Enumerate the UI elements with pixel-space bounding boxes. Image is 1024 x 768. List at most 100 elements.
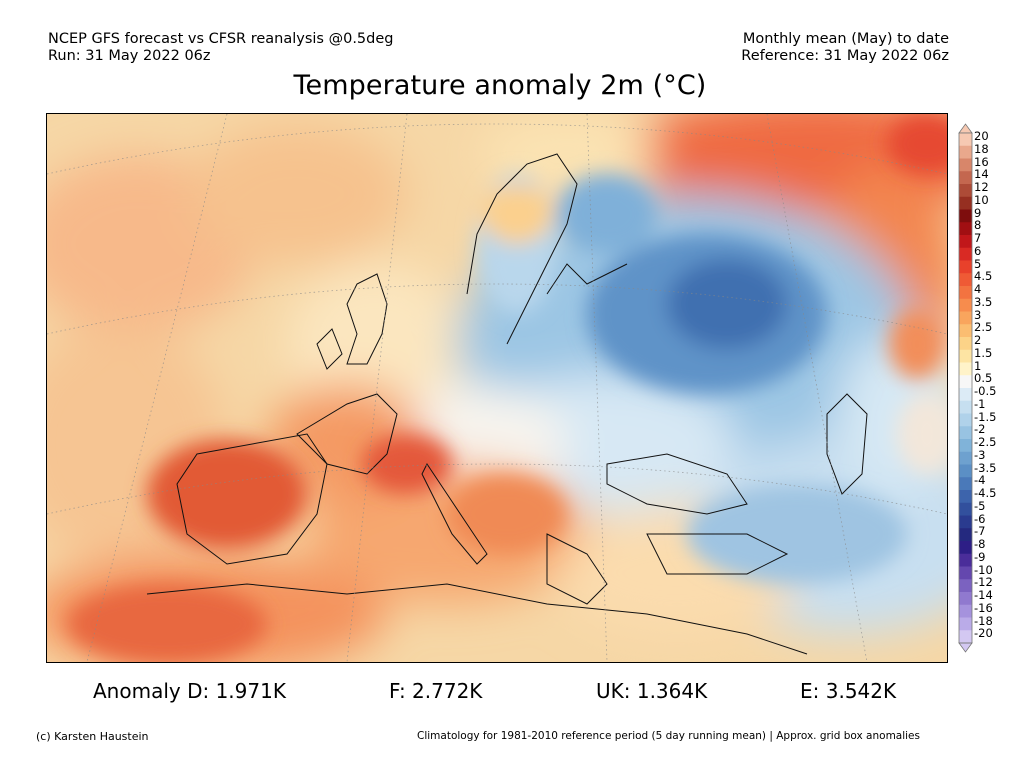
map-title: Temperature anomaly 2m (°C) bbox=[293, 70, 707, 101]
coast-france bbox=[296, 393, 398, 475]
graticule bbox=[47, 114, 947, 662]
color-scale-label: -4.5 bbox=[974, 486, 997, 500]
color-scale-label: -0.5 bbox=[974, 384, 997, 398]
color-scale-label: 3 bbox=[974, 307, 982, 322]
color-scale-swatch bbox=[959, 196, 972, 210]
stat-france: F: 2.772K bbox=[389, 679, 483, 703]
color-scale-swatch bbox=[959, 171, 972, 185]
coast-great-britain bbox=[346, 273, 388, 365]
color-scale-swatch bbox=[959, 235, 972, 249]
color-scale-label: 0.5 bbox=[974, 371, 993, 386]
run-info: NCEP GFS forecast vs CFSR reanalysis @0.… bbox=[48, 31, 393, 65]
reference-time: Reference: 31 May 2022 06z bbox=[741, 48, 949, 64]
color-scale-swatch bbox=[959, 566, 972, 580]
color-scale-swatch bbox=[959, 439, 972, 453]
color-scale-label: -14 bbox=[974, 588, 993, 602]
coast-turkey bbox=[646, 533, 789, 575]
stat-uk: UK: 1.364K bbox=[596, 679, 708, 703]
color-scale-swatch bbox=[959, 477, 972, 491]
stat-spain: E: 3.542K bbox=[800, 679, 897, 703]
color-scale-label: -16 bbox=[974, 600, 993, 615]
color-scale-label: -7 bbox=[974, 524, 986, 539]
color-scale-label: 1 bbox=[974, 358, 982, 373]
color-scale-swatch bbox=[959, 209, 972, 223]
climatology-note: Climatology for 1981-2010 reference peri… bbox=[417, 730, 920, 742]
color-scale-swatch bbox=[959, 222, 972, 236]
color-scale-label: 2.5 bbox=[974, 320, 993, 335]
color-scale-label: 2 bbox=[974, 333, 982, 347]
coast-black-sea bbox=[606, 453, 748, 515]
color-scale-swatch bbox=[959, 133, 972, 147]
color-scale-swatch bbox=[959, 426, 972, 440]
color-scale-label: 16 bbox=[974, 154, 989, 169]
color-scale-label: 6 bbox=[974, 243, 982, 258]
color-scale-swatch bbox=[959, 553, 972, 567]
color-scale-swatch bbox=[959, 286, 972, 300]
color-scale-swatch bbox=[959, 145, 972, 159]
color-scale-label: -18 bbox=[974, 613, 993, 628]
color-scale-swatch bbox=[959, 311, 972, 325]
anomaly-map bbox=[46, 113, 948, 663]
color-scale-min-arrow bbox=[958, 642, 973, 653]
coast-ireland bbox=[316, 328, 343, 370]
color-scale-swatch bbox=[959, 579, 972, 593]
color-scale-swatch bbox=[959, 400, 972, 414]
color-scale-swatch bbox=[959, 184, 972, 198]
coast-scandinavia bbox=[466, 153, 578, 345]
color-scale-label: 9 bbox=[974, 205, 982, 220]
coast-greece bbox=[546, 533, 608, 605]
color-scale-swatch bbox=[959, 528, 972, 542]
color-scale-label: 1.5 bbox=[974, 345, 993, 360]
color-scale-swatch bbox=[959, 260, 972, 274]
color-scale-label: -8 bbox=[974, 537, 986, 551]
coast-north-africa bbox=[146, 583, 808, 655]
color-scale-swatch bbox=[959, 375, 972, 389]
color-scale-swatch bbox=[959, 324, 972, 338]
color-scale-swatch bbox=[959, 541, 972, 555]
color-scale-label: 20 bbox=[974, 129, 989, 143]
color-scale-swatch bbox=[959, 630, 972, 644]
color-scale-max-arrow bbox=[958, 123, 973, 134]
color-scale-label: -2 bbox=[974, 422, 986, 437]
graticule-line bbox=[47, 463, 947, 515]
color-scale-label: 8 bbox=[974, 218, 982, 233]
color-scale: 20 18 16 14 12 10 9 8 7 6 5 4.5 4 3.5 3 2.5 2 1.5 1 0.5 -0.5… bbox=[956, 123, 1024, 653]
color-scale-label: 4 bbox=[974, 282, 982, 296]
color-scale-label: 7 bbox=[974, 231, 982, 245]
color-scale-label: -1 bbox=[974, 396, 986, 411]
anomaly-field-detail bbox=[67, 114, 947, 662]
graticule-line bbox=[346, 114, 408, 662]
color-scale-bar bbox=[958, 123, 973, 653]
graticule-line bbox=[586, 114, 608, 662]
color-scale-swatch bbox=[959, 158, 972, 172]
stat-anomaly-d: Anomaly D: 1.971K bbox=[93, 679, 286, 703]
color-scale-swatch bbox=[959, 604, 972, 618]
color-scale-label: -3 bbox=[974, 447, 986, 462]
anomaly-map-svg bbox=[47, 114, 947, 662]
color-scale-swatch bbox=[959, 388, 972, 402]
color-scale-swatch bbox=[959, 273, 972, 287]
color-scale-swatch bbox=[959, 464, 972, 478]
color-scale-swatch bbox=[959, 490, 972, 504]
color-scale-swatch bbox=[959, 349, 972, 363]
color-scale-label: 5 bbox=[974, 256, 982, 271]
color-scale-label: 12 bbox=[974, 180, 989, 194]
color-scale-label: 4.5 bbox=[974, 269, 993, 284]
graticule-line bbox=[47, 123, 947, 175]
color-scale-label: -2.5 bbox=[974, 435, 997, 449]
color-scale-swatch bbox=[959, 337, 972, 351]
color-scale-swatch bbox=[959, 451, 972, 465]
model-info: NCEP GFS forecast vs CFSR reanalysis @0.… bbox=[48, 31, 394, 47]
color-scale-label: -20 bbox=[974, 626, 993, 641]
color-scale-label: -6 bbox=[974, 511, 986, 526]
color-scale-label: -4 bbox=[974, 473, 986, 488]
coast-baltic bbox=[546, 263, 628, 295]
graticule-line bbox=[47, 283, 947, 335]
color-scale-swatch bbox=[959, 298, 972, 312]
color-scale-label: 10 bbox=[974, 192, 989, 207]
graticule-line bbox=[766, 114, 868, 662]
color-scale-label: 3.5 bbox=[974, 294, 993, 309]
coast-iberia bbox=[176, 433, 328, 565]
run-time: Run: 31 May 2022 06z bbox=[48, 48, 211, 64]
color-scale-label: -1.5 bbox=[974, 409, 997, 424]
